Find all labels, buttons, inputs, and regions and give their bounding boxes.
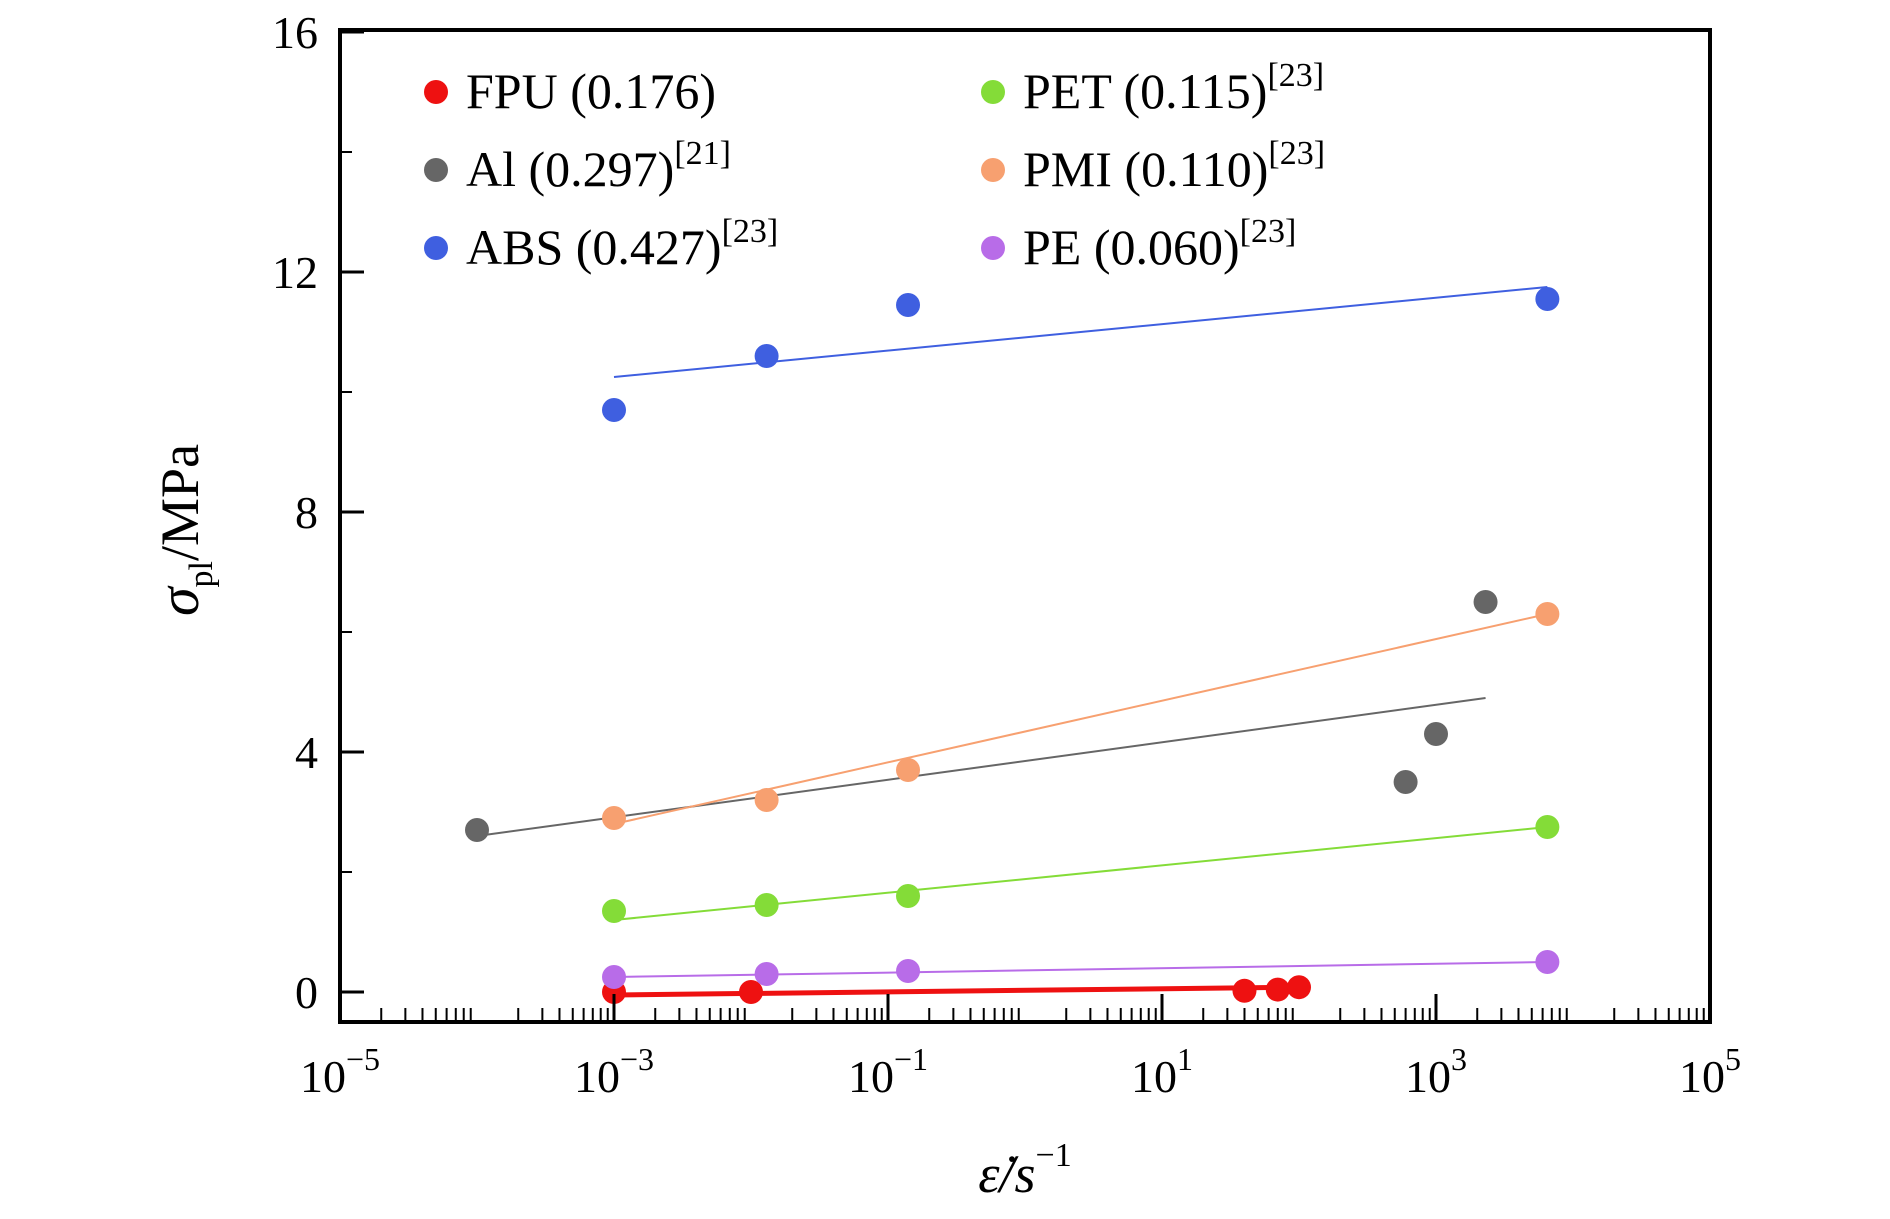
x-tick-label-4: 103 [1405,1041,1467,1102]
legend-label-5: PE (0.060)[23] [1023,213,1296,275]
data-point-0-2 [1232,978,1257,1003]
legend-marker-1 [424,158,448,182]
data-point-5-3 [1535,950,1560,974]
data-point-3-1 [754,893,779,917]
data-point-2-0 [602,398,626,422]
x-axis-title: ε̇/s−1 [978,1137,1071,1204]
legend-marker-3 [981,80,1005,104]
y-tick-label-0: 0 [295,967,318,1018]
fit-line-1 [476,697,1486,837]
data-point-3-3 [1535,815,1560,839]
fit-line-0 [613,984,1300,998]
y-tick-label-4: 16 [272,7,318,58]
legend-label-1: Al (0.297)[21] [466,135,731,197]
legend-marker-2 [424,236,448,260]
data-point-2-1 [754,344,779,368]
fit-line-5 [613,961,1548,978]
x-tick-label-1: 10−3 [574,1041,654,1102]
y-axis-title: σpl/MPa [146,444,220,616]
data-point-1-3 [1473,590,1498,614]
data-point-1-2 [1424,722,1448,746]
data-point-3-2 [896,884,921,908]
data-point-4-0 [602,806,626,830]
fit-line-3 [613,826,1548,921]
legend-label-2: ABS (0.427)[23] [466,213,778,275]
data-point-4-3 [1535,602,1560,626]
legend-label-0: FPU (0.176) [466,63,716,119]
data-point-0-4 [1287,975,1311,1000]
data-point-2-2 [896,293,921,317]
data-point-0-1 [739,980,763,1004]
x-tick-label-5: 105 [1679,1041,1741,1102]
legend-marker-4 [981,158,1005,182]
y-tick-label-1: 4 [295,727,318,778]
data-point-4-1 [754,788,779,812]
data-point-4-2 [896,758,921,782]
data-point-3-0 [602,899,626,923]
x-tick-label-3: 101 [1131,1041,1193,1102]
data-point-5-1 [754,962,779,986]
plot-frame [338,28,1712,1024]
x-tick-label-0: 10−5 [300,1041,380,1102]
legend: FPU (0.176) Al (0.297)[21] ABS (0.427)[23]… [424,57,1325,275]
data-point-2-3 [1535,287,1560,311]
x-tick-label-2: 10−1 [848,1041,928,1102]
data-point-5-2 [896,959,921,983]
data-point-0-3 [1265,977,1290,1002]
axis-ticks: 10−5 10−3 10−1 101 103 105 0 4 8 12 16 [272,7,1741,1102]
fit-line-2 [613,286,1548,378]
legend-marker-5 [981,236,1005,260]
data-point-1-1 [1393,770,1418,794]
y-tick-label-3: 12 [272,247,318,298]
y-tick-label-2: 8 [295,487,318,538]
fit-lines [476,286,1548,998]
legend-label-4: PMI (0.110)[23] [1023,135,1325,197]
data-points [465,287,1560,1004]
legend-marker-0 [424,80,448,104]
data-point-1-0 [465,818,489,842]
data-point-5-0 [602,965,626,989]
legend-label-3: PET (0.115)[23] [1023,57,1324,119]
